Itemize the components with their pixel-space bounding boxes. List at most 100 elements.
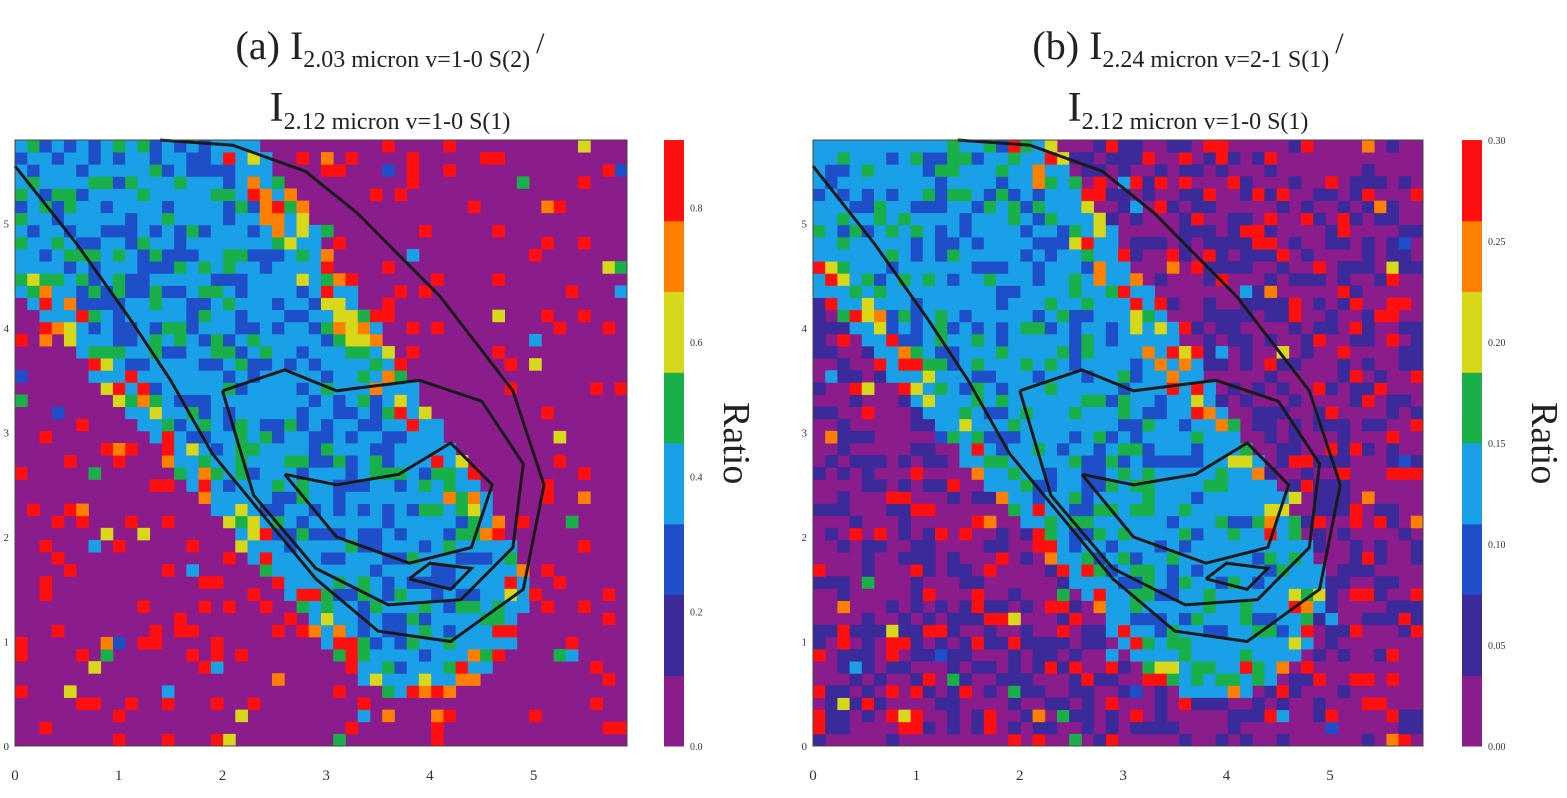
- heatmap-cell: [1142, 358, 1155, 371]
- heatmap-cell: [935, 370, 948, 383]
- heatmap-cell: [1118, 309, 1131, 323]
- heatmap-cell: [614, 285, 628, 298]
- heatmap-cell: [898, 636, 911, 650]
- heatmap-cell: [112, 200, 126, 214]
- heatmap-cell: [223, 479, 236, 492]
- heatmap-cell: [467, 479, 481, 492]
- heatmap-cell: [284, 297, 297, 311]
- heatmap-cell: [1276, 588, 1290, 601]
- heatmap-cell: [971, 176, 985, 189]
- heatmap-cell: [1276, 649, 1290, 662]
- heatmap-cell: [1081, 624, 1094, 638]
- heatmap-cell: [1044, 261, 1058, 274]
- heatmap-cell: [369, 430, 383, 444]
- colorbar-tick-label: 0.15: [1488, 439, 1506, 450]
- heatmap-cell: [235, 515, 248, 529]
- heatmap-cell: [1362, 200, 1375, 214]
- heatmap-cell: [88, 249, 102, 262]
- colorbar-step: [1462, 604, 1482, 616]
- heatmap-cell: [1227, 261, 1241, 274]
- heatmap-cell: [1410, 467, 1424, 480]
- heatmap-cell: [247, 346, 261, 359]
- heatmap-cell: [394, 188, 408, 201]
- heatmap-cell: [1374, 212, 1387, 226]
- heatmap-cell: [910, 200, 924, 214]
- heatmap-cell: [76, 285, 89, 298]
- heatmap-cell: [112, 212, 126, 226]
- heatmap-cell: [1154, 467, 1168, 480]
- heatmap-cell: [837, 491, 850, 504]
- heatmap-cell: [1118, 661, 1131, 674]
- heatmap-cell: [1203, 576, 1216, 589]
- heatmap-cell: [825, 249, 838, 262]
- heatmap-cell: [345, 297, 359, 311]
- heatmap-cell: [1154, 673, 1168, 686]
- heatmap-cell: [1398, 709, 1412, 723]
- heatmap-cell: [898, 394, 911, 408]
- heatmap-cell: [1362, 612, 1375, 626]
- colorbar-step: [1462, 301, 1482, 313]
- heatmap-cell: [1008, 721, 1021, 735]
- heatmap-cell: [235, 285, 248, 298]
- heatmap-cell: [813, 564, 826, 577]
- heatmap-cell: [1105, 418, 1119, 432]
- heatmap-cell: [1240, 491, 1253, 504]
- heatmap-cell: [406, 685, 420, 698]
- heatmap-cell: [296, 430, 310, 444]
- heatmap-cell: [1227, 624, 1241, 638]
- heatmap-cell: [235, 249, 248, 262]
- heatmap-cell: [1398, 612, 1412, 626]
- heatmap-cell: [1362, 588, 1375, 601]
- heatmap-cell: [1386, 443, 1399, 456]
- heatmap-cell: [1349, 261, 1363, 274]
- heatmap-cell: [1325, 612, 1338, 626]
- heatmap-cell: [247, 212, 261, 226]
- heatmap-cell: [898, 333, 911, 347]
- heatmap-cell: [1130, 491, 1143, 504]
- heatmap-cell: [1020, 200, 1033, 214]
- heatmap-cell: [186, 649, 199, 662]
- heatmap-cell: [922, 564, 936, 577]
- heatmap-cell: [1008, 273, 1021, 286]
- heatmap-cell: [161, 564, 175, 577]
- heatmap-cell: [1203, 636, 1216, 650]
- heatmap-cell: [578, 309, 591, 323]
- heatmap-cell: [112, 249, 126, 262]
- colorbar-step: [1462, 331, 1482, 343]
- heatmap-cell: [296, 309, 310, 323]
- heatmap-cell: [272, 394, 285, 408]
- heatmap-cell: [516, 600, 530, 614]
- heatmap-cell: [1179, 188, 1192, 201]
- heatmap-cell: [849, 624, 863, 638]
- heatmap-cell: [394, 515, 408, 529]
- colorbar-step: [1462, 685, 1482, 696]
- heatmap-cell: [223, 152, 236, 165]
- heatmap-cell: [431, 649, 444, 662]
- heatmap-cell: [125, 406, 138, 420]
- heatmap-cell: [1191, 636, 1204, 650]
- heatmap-cell: [947, 224, 960, 238]
- heatmap-cell: [1191, 491, 1204, 504]
- heatmap-cell: [861, 346, 875, 359]
- heatmap-cell: [308, 358, 322, 371]
- heatmap-cell: [813, 224, 826, 238]
- heatmap-cell: [1020, 285, 1033, 298]
- heatmap-cell: [1362, 394, 1375, 408]
- heatmap-cell: [1044, 358, 1058, 371]
- heatmap-cell: [910, 636, 924, 650]
- heatmap-cell: [971, 346, 985, 359]
- heatmap-cell: [1203, 539, 1216, 553]
- heatmap-cell: [418, 467, 432, 480]
- heatmap-cell: [369, 443, 383, 456]
- heatmap-cell: [235, 188, 248, 201]
- heatmap-cell: [1081, 200, 1094, 214]
- heatmap-cell: [431, 564, 444, 577]
- heatmap-cell: [357, 624, 371, 638]
- heatmap-cell: [1337, 200, 1351, 214]
- heatmap-cell: [1154, 370, 1168, 383]
- colorbar-step: [1462, 665, 1482, 676]
- heatmap-cell: [971, 309, 985, 323]
- heatmap-cell: [1130, 140, 1143, 153]
- heatmap-cell: [1105, 709, 1119, 723]
- heatmap-cell: [223, 297, 236, 311]
